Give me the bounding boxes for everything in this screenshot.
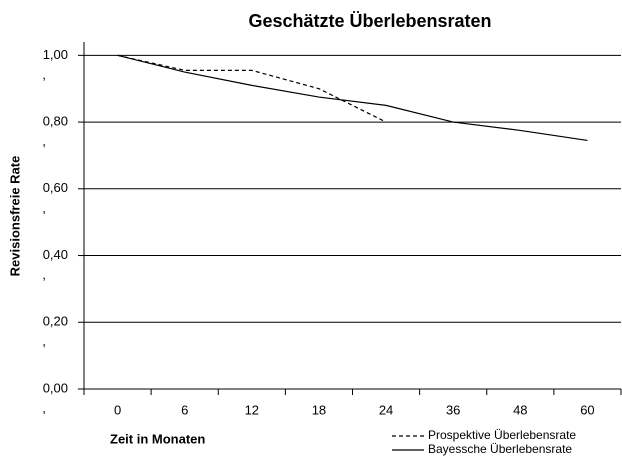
x-tick-label: 48 xyxy=(513,402,527,417)
x-tick-label: 24 xyxy=(379,402,393,417)
y-minor-tick-label: , xyxy=(42,334,46,349)
x-tick-label: 6 xyxy=(181,402,188,417)
x-tick-label: 18 xyxy=(312,402,326,417)
y-tick-label: 0,20 xyxy=(43,314,68,329)
chart-title: Geschätzte Überlebensraten xyxy=(248,11,491,31)
x-tick-label: 60 xyxy=(580,402,594,417)
y-tick-label: 0,00 xyxy=(43,380,68,395)
x-axis-label: Zeit in Monaten xyxy=(110,431,205,446)
y-tick-label: 0,80 xyxy=(43,114,68,129)
legend-label: Bayessche Überlebensrate xyxy=(428,442,572,456)
x-tick-label: 0 xyxy=(114,402,121,417)
x-tick-label: 36 xyxy=(446,402,460,417)
y-tick-label: 0,40 xyxy=(43,247,68,262)
y-minor-tick-label: , xyxy=(42,67,46,82)
y-minor-tick-label: , xyxy=(42,400,46,415)
series-line xyxy=(117,54,387,123)
legend-label: Prospektive Überlebensrate xyxy=(428,428,576,442)
y-tick-label: 0,60 xyxy=(43,180,68,195)
y-axis-label: Revisionsfreie Rate xyxy=(7,156,22,277)
y-minor-tick-label: , xyxy=(42,200,46,215)
y-minor-tick-label: , xyxy=(42,134,46,149)
x-tick-label: 12 xyxy=(245,402,259,417)
y-minor-tick-label: , xyxy=(42,267,46,282)
series-line xyxy=(117,54,588,142)
y-tick-label: 1,00 xyxy=(43,47,68,62)
